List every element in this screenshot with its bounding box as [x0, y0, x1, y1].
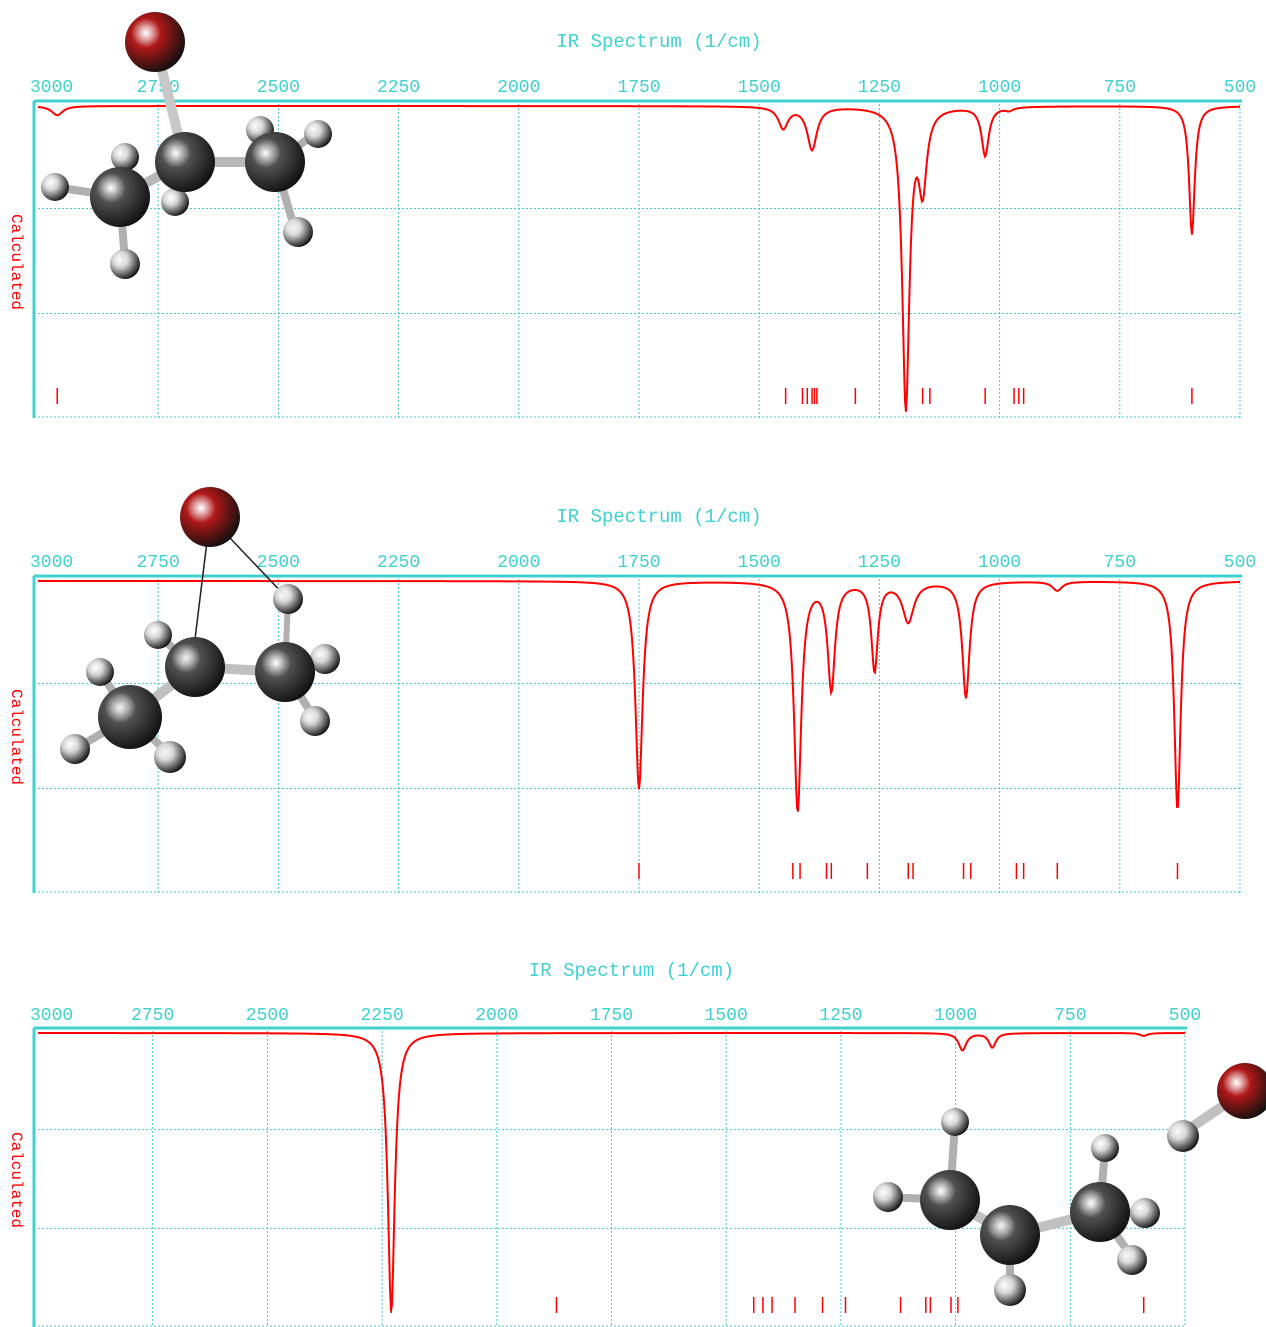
x-tick-label: 1000 — [978, 78, 1021, 98]
x-tick-label: 2750 — [137, 553, 180, 573]
x-tick-label: 500 — [1224, 78, 1256, 98]
spectrum-line — [37, 105, 1241, 412]
x-tick-label: 2500 — [257, 553, 300, 573]
carbon-atom — [98, 685, 162, 749]
x-tick-label: 750 — [1104, 78, 1136, 98]
carbon-atom — [980, 1205, 1040, 1265]
hydrogen-atom — [154, 741, 186, 773]
x-tick-label: 1500 — [738, 553, 781, 573]
hydrogen-atom — [873, 1182, 903, 1212]
x-tick-label: 1750 — [617, 553, 660, 573]
carbon-atom — [1070, 1182, 1130, 1242]
x-tick-label: 500 — [1169, 1006, 1201, 1026]
hydrogen-atom — [111, 143, 139, 171]
x-tick-label: 2250 — [377, 553, 420, 573]
x-tick-label: 500 — [1224, 553, 1256, 573]
hydrogen-atom — [1117, 1245, 1147, 1275]
x-tick-label: 1500 — [738, 78, 781, 98]
x-tick-label: 3000 — [30, 78, 73, 98]
hydrogen-atom — [161, 188, 189, 216]
x-tick-label: 2250 — [360, 1006, 403, 1026]
carbon-atom — [245, 132, 305, 192]
y-axis-label: Calculated — [7, 1132, 25, 1228]
x-tick-label: 1750 — [617, 78, 660, 98]
hydrogen-atom — [304, 120, 332, 148]
carbon-atom — [155, 132, 215, 192]
x-tick-label: 2750 — [131, 1006, 174, 1026]
bromine-atom — [125, 12, 185, 72]
x-tick-label: 1000 — [978, 553, 1021, 573]
transition-state-molecule-icon — [60, 487, 340, 773]
x-tick-label: 1500 — [705, 1006, 748, 1026]
y-axis-label: Calculated — [7, 689, 25, 785]
x-tick-label: 1750 — [590, 1006, 633, 1026]
hydrogen-atom — [60, 734, 90, 764]
2-bromopropane-molecule-icon — [41, 12, 332, 279]
spectrum-line — [38, 1032, 1185, 1312]
y-axis-label: Calculated — [7, 214, 25, 310]
hydrogen-atom — [41, 173, 69, 201]
hydrogen-atom — [941, 1108, 969, 1136]
hydrogen-atom — [1167, 1120, 1199, 1152]
x-tick-label: 2000 — [497, 553, 540, 573]
hydrogen-atom — [144, 621, 172, 649]
hydrogen-atom — [994, 1274, 1026, 1306]
x-tick-label: 750 — [1104, 553, 1136, 573]
hydrogen-atom — [1091, 1134, 1119, 1162]
x-tick-label: 1250 — [858, 78, 901, 98]
hydrogen-atom — [283, 217, 313, 247]
chart-title: IR Spectrum (1/cm) — [529, 960, 734, 982]
x-tick-label: 1000 — [934, 1006, 977, 1026]
hydrogen-atom — [273, 584, 303, 614]
propene-and-hbr-molecule-icon — [873, 1063, 1266, 1306]
carbon-atom — [165, 637, 225, 697]
x-tick-label: 2000 — [475, 1006, 518, 1026]
hydrogen-atom — [86, 658, 114, 686]
hydrogen-atom — [110, 249, 140, 279]
ir-spectrum-chart-3: IR Spectrum (1/cm) 3000 2750 2500 2250 2000 17… — [7, 960, 1266, 1327]
chart-title: IR Spectrum (1/cm) — [556, 506, 761, 528]
chart-title: IR Spectrum (1/cm) — [556, 31, 761, 53]
bromine-atom — [1217, 1063, 1266, 1119]
ir-spectrum-chart-1: IR Spectrum (1/cm)3000 2750 2500 2250 2000 17… — [7, 12, 1256, 418]
ir-spectrum-chart-2: IR Spectrum (1/cm) 3000 2750 2500 2250 2000 17… — [7, 487, 1256, 893]
x-tick-label: 2500 — [246, 1006, 289, 1026]
x-tick-label: 2250 — [377, 78, 420, 98]
carbon-atom — [255, 642, 315, 702]
x-tick-label: 3000 — [30, 1006, 73, 1026]
hydrogen-atom — [310, 644, 340, 674]
x-tick-label: 2500 — [257, 78, 300, 98]
x-tick-label: 2000 — [497, 78, 540, 98]
hydrogen-atom — [1130, 1198, 1160, 1228]
x-tick-label: 3000 — [30, 553, 73, 573]
spectrum-line — [38, 580, 1241, 812]
bromine-atom — [180, 487, 240, 547]
carbon-atom — [920, 1170, 980, 1230]
x-tick-label: 750 — [1054, 1006, 1086, 1026]
hydrogen-atom — [300, 706, 330, 736]
carbon-atom — [90, 167, 150, 227]
x-tick-label: 1250 — [858, 553, 901, 573]
x-tick-label: 1250 — [819, 1006, 862, 1026]
